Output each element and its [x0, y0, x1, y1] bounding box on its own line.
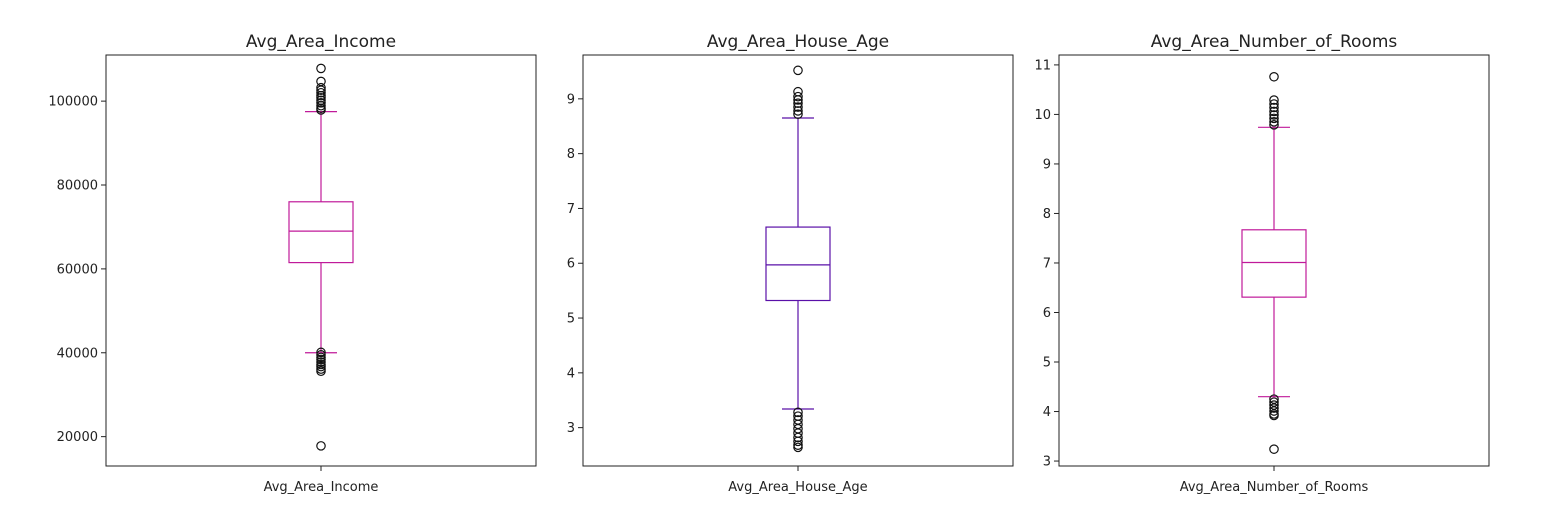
outlier-point [316, 354, 326, 365]
outlier-point [1269, 410, 1279, 421]
outlier-point [1269, 113, 1279, 124]
outlier-point [793, 442, 803, 453]
outlier-point [316, 366, 326, 377]
panel-avg-area-house-age: Avg_Area_House_Age 3 4 5 6 7 8 9 Avg_Area_House_… [567, 32, 1014, 495]
x-tick-label: Avg_Area_House_Age [728, 480, 867, 495]
iqr-box [288, 201, 354, 264]
outlier-point [316, 441, 326, 451]
iqr-box [765, 226, 831, 302]
outlier-point [793, 98, 803, 109]
outlier-point [1269, 71, 1279, 82]
y-tick-label: 80000 [57, 179, 98, 194]
outlier-point [793, 102, 803, 112]
outlier-point [1269, 95, 1279, 105]
y-tick-label: 60000 [57, 262, 98, 277]
y-tick-label: 5 [1043, 356, 1051, 371]
outlier-point [793, 407, 803, 418]
outlier-point [316, 361, 326, 372]
outlier-point [316, 357, 326, 367]
outlier-point [1269, 117, 1279, 127]
outlier-point [316, 85, 326, 96]
panel-avg-area-income: Avg_Area_Income 20000 40000 60000 80000 10000… [48, 32, 537, 495]
y-tick-label: 10 [1034, 108, 1051, 123]
outlier-point [316, 100, 326, 111]
y-tick-label: 5 [567, 312, 575, 327]
y-tick-label: 8 [567, 147, 575, 162]
y-tick-label: 40000 [57, 346, 98, 361]
outlier-point [793, 432, 803, 443]
y-tick-label: 9 [567, 92, 575, 107]
y-tick-label: 3 [1043, 455, 1051, 470]
outlier-point [793, 109, 803, 119]
outlier-point [793, 65, 803, 76]
y-tick-label: 7 [567, 202, 575, 217]
x-tick-label: Avg_Area_Number_of_Rooms [1180, 480, 1369, 495]
y-tick-label: 4 [1043, 405, 1051, 420]
chart-title: Avg_Area_Income [246, 32, 396, 52]
y-tick-label: 100000 [48, 95, 98, 110]
y-tick-label: 6 [567, 257, 575, 272]
y-tick-label: 4 [567, 366, 575, 381]
y-tick-label: 9 [1043, 157, 1051, 172]
outlier-point [316, 87, 326, 98]
outlier-point [1269, 110, 1279, 120]
y-tick-label: 8 [1043, 207, 1051, 222]
outlier-point [316, 347, 326, 358]
outlier-point [316, 63, 326, 74]
outlier-point [793, 95, 803, 105]
outlier-point [793, 86, 803, 97]
outlier-point [316, 105, 326, 115]
outlier-point [316, 98, 326, 108]
outlier-point [793, 91, 803, 102]
outlier-point [1269, 403, 1279, 413]
y-tick-label: 20000 [57, 430, 98, 445]
outlier-point [1269, 99, 1279, 109]
outlier-point [1269, 106, 1279, 117]
outlier-point [1269, 102, 1279, 113]
x-tick-label: Avg_Area_Income [264, 480, 379, 495]
outlier-point [793, 436, 803, 447]
iqr-box [1241, 229, 1307, 298]
outlier-point [1269, 406, 1279, 416]
panel-avg-area-number-of-rooms: Avg_Area_Number_of_Rooms 3 4 5 6 7 8 9 10 11 Avg_A… [1034, 32, 1490, 495]
outlier-point [1269, 444, 1279, 454]
y-tick-label: 3 [567, 421, 575, 436]
y-tick-label: 7 [1043, 256, 1051, 271]
outlier-point [793, 106, 803, 116]
y-tick-label: 11 [1034, 58, 1051, 73]
y-tick-label: 6 [1043, 306, 1051, 321]
outlier-point [1269, 120, 1279, 130]
chart-title: Avg_Area_Number_of_Rooms [1151, 32, 1398, 52]
chart-title: Avg_Area_House_Age [707, 32, 889, 52]
outlier-point [316, 350, 326, 360]
